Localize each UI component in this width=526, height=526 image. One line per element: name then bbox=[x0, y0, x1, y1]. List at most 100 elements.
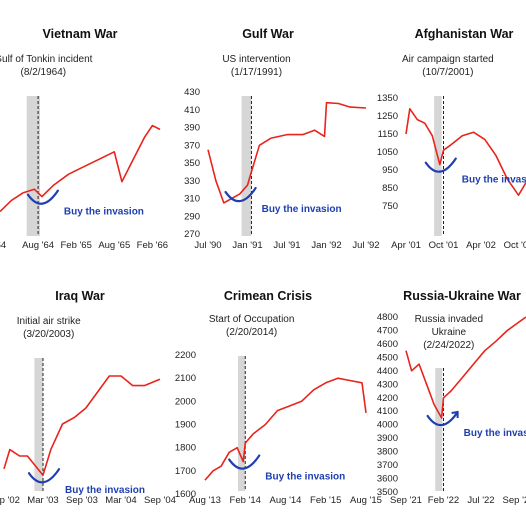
y-tick-label: 1150 bbox=[378, 129, 398, 140]
index-price-line bbox=[3, 375, 161, 477]
y-tick-label: 290 bbox=[184, 211, 200, 222]
event-annotation-line: US intervention bbox=[222, 54, 290, 65]
buy-the-invasion-label: Buy the invasion bbox=[265, 472, 345, 483]
y-tick-label: 2100 bbox=[175, 373, 196, 384]
event-shaded-band bbox=[241, 96, 252, 236]
x-tick-label: Sep '23 bbox=[503, 495, 526, 506]
event-shaded-band bbox=[435, 368, 443, 491]
chart-panel-1: Vietnam War Gulf of Tonkin incident (8/2/1… bbox=[0, 27, 168, 251]
buy-swoosh-mark bbox=[27, 468, 61, 484]
event-annotation-line: (2/20/2014) bbox=[226, 327, 277, 338]
buy-swoosh-mark bbox=[26, 189, 60, 205]
x-tick-label: Aug '64 bbox=[22, 240, 54, 251]
y-tick-label: 3900 bbox=[377, 433, 398, 444]
buy-the-invasion-label: Buy the invasion bbox=[64, 207, 144, 218]
event-annotation-line: (2/24/2022) bbox=[423, 340, 474, 351]
y-tick-label: 4000 bbox=[377, 420, 398, 431]
event-annotation-line: Air campaign started bbox=[402, 54, 494, 65]
y-tick-label: 3500 bbox=[377, 487, 398, 498]
buy-swoosh-mark bbox=[224, 186, 257, 203]
event-shaded-band bbox=[238, 356, 246, 491]
index-price-line bbox=[0, 124, 161, 213]
event-annotation-line: Ukraine bbox=[432, 327, 467, 338]
y-tick-label: 370 bbox=[184, 140, 200, 151]
x-tick-label: Aug '14 bbox=[270, 495, 302, 506]
event-annotation-line: Initial air strike bbox=[17, 316, 81, 327]
x-tick-label: '64 bbox=[0, 240, 6, 251]
y-tick-label: 4500 bbox=[377, 352, 398, 363]
y-tick-label: 3800 bbox=[377, 447, 398, 458]
index-price-line bbox=[207, 101, 367, 204]
chart-title: Afghanistan War bbox=[415, 27, 514, 41]
y-tick-label: 4200 bbox=[377, 393, 398, 404]
buy-swoosh-mark bbox=[228, 454, 261, 470]
y-tick-label: 850 bbox=[382, 183, 398, 194]
y-tick-label: 410 bbox=[184, 105, 200, 116]
event-annotation-line: (3/20/2003) bbox=[23, 329, 74, 340]
y-tick-label: 1700 bbox=[175, 466, 196, 477]
y-tick-label: 750 bbox=[382, 201, 398, 212]
event-annotation-line: (10/7/2001) bbox=[422, 67, 473, 78]
x-tick-label: Feb '66 bbox=[137, 240, 168, 251]
index-price-line bbox=[405, 108, 526, 196]
y-tick-label: 1050 bbox=[377, 147, 398, 158]
x-tick-label: Sep '03 bbox=[66, 495, 98, 506]
chart-title: Gulf War bbox=[242, 27, 294, 41]
y-tick-label: 2200 bbox=[175, 350, 196, 361]
x-tick-label: Aug '13 bbox=[189, 495, 221, 506]
event-shaded-band bbox=[26, 96, 40, 236]
buy-the-invasion-label: Buy the invasion bbox=[262, 204, 342, 215]
x-tick-label: Feb '65 bbox=[60, 240, 91, 251]
event-annotation-line: (8/2/1964) bbox=[21, 67, 67, 78]
chart-panel-2: Gulf War US intervention (1/17/1991) 430 410… bbox=[184, 27, 379, 251]
buy-arrow-head bbox=[451, 410, 459, 418]
y-tick-label: 1900 bbox=[175, 420, 196, 431]
chart-panel-6: Russia-Ukraine War Russia invaded Ukraine (… bbox=[377, 289, 526, 506]
x-tick-label: Aug '65 bbox=[98, 240, 130, 251]
y-tick-label: 270 bbox=[184, 229, 200, 240]
chart-title: Iraq War bbox=[55, 289, 105, 303]
y-tick-label: 3600 bbox=[377, 474, 398, 485]
event-annotation-line: Russia invaded bbox=[415, 314, 483, 325]
index-price-line bbox=[405, 316, 526, 419]
buy-swoosh-mark bbox=[426, 410, 459, 427]
y-tick-label: 4800 bbox=[377, 312, 398, 323]
chart-title: Russia-Ukraine War bbox=[403, 289, 521, 303]
chart-title: Vietnam War bbox=[42, 27, 117, 41]
y-tick-label: 430 bbox=[184, 87, 200, 98]
event-shaded-band bbox=[34, 358, 43, 491]
x-tick-label: Feb '15 bbox=[310, 495, 341, 506]
x-tick-label: Sep '02 bbox=[0, 495, 20, 506]
x-tick-label: Apr '02 bbox=[466, 240, 496, 251]
y-tick-label: 2000 bbox=[175, 396, 196, 407]
y-tick-label: 4700 bbox=[377, 325, 398, 336]
y-tick-label: 950 bbox=[382, 165, 398, 176]
y-tick-label: 1800 bbox=[175, 443, 196, 454]
event-annotation-line: (1/17/1991) bbox=[231, 67, 282, 78]
buy-swoosh-mark bbox=[424, 157, 457, 173]
buy-the-invasion-label: Buy the invasion bbox=[464, 428, 526, 439]
y-tick-label: 3700 bbox=[377, 460, 398, 471]
x-tick-label: Oct '01 bbox=[429, 240, 459, 251]
y-tick-label: 310 bbox=[184, 194, 200, 205]
chart-title: Crimean Crisis bbox=[224, 289, 312, 303]
x-tick-label: Jan '91 bbox=[232, 240, 262, 251]
x-tick-label: Jul '22 bbox=[467, 495, 494, 506]
x-tick-label: Feb '14 bbox=[230, 495, 261, 506]
y-tick-label: 390 bbox=[184, 123, 200, 134]
y-tick-label: 4100 bbox=[377, 406, 398, 417]
buy-the-invasion-label: Buy the invasion bbox=[65, 485, 145, 496]
x-tick-label: Jul '92 bbox=[352, 240, 379, 251]
x-tick-label: Jan '92 bbox=[311, 240, 341, 251]
y-tick-label: 4600 bbox=[377, 339, 398, 350]
x-tick-label: Mar '03 bbox=[27, 495, 58, 506]
x-tick-label: Apr '01 bbox=[391, 240, 421, 251]
x-tick-label: Sep '04 bbox=[144, 495, 176, 506]
event-annotation-line: Start of Occupation bbox=[209, 314, 295, 325]
x-tick-label: Feb '22 bbox=[428, 495, 459, 506]
y-tick-label: 1350 bbox=[377, 93, 398, 104]
chart-panel-4: Iraq War Initial air strike (3/20/2003) Sep… bbox=[0, 289, 176, 506]
event-annotation-line: Gulf of Tonkin incident bbox=[0, 54, 93, 65]
y-tick-label: 4300 bbox=[377, 379, 398, 390]
